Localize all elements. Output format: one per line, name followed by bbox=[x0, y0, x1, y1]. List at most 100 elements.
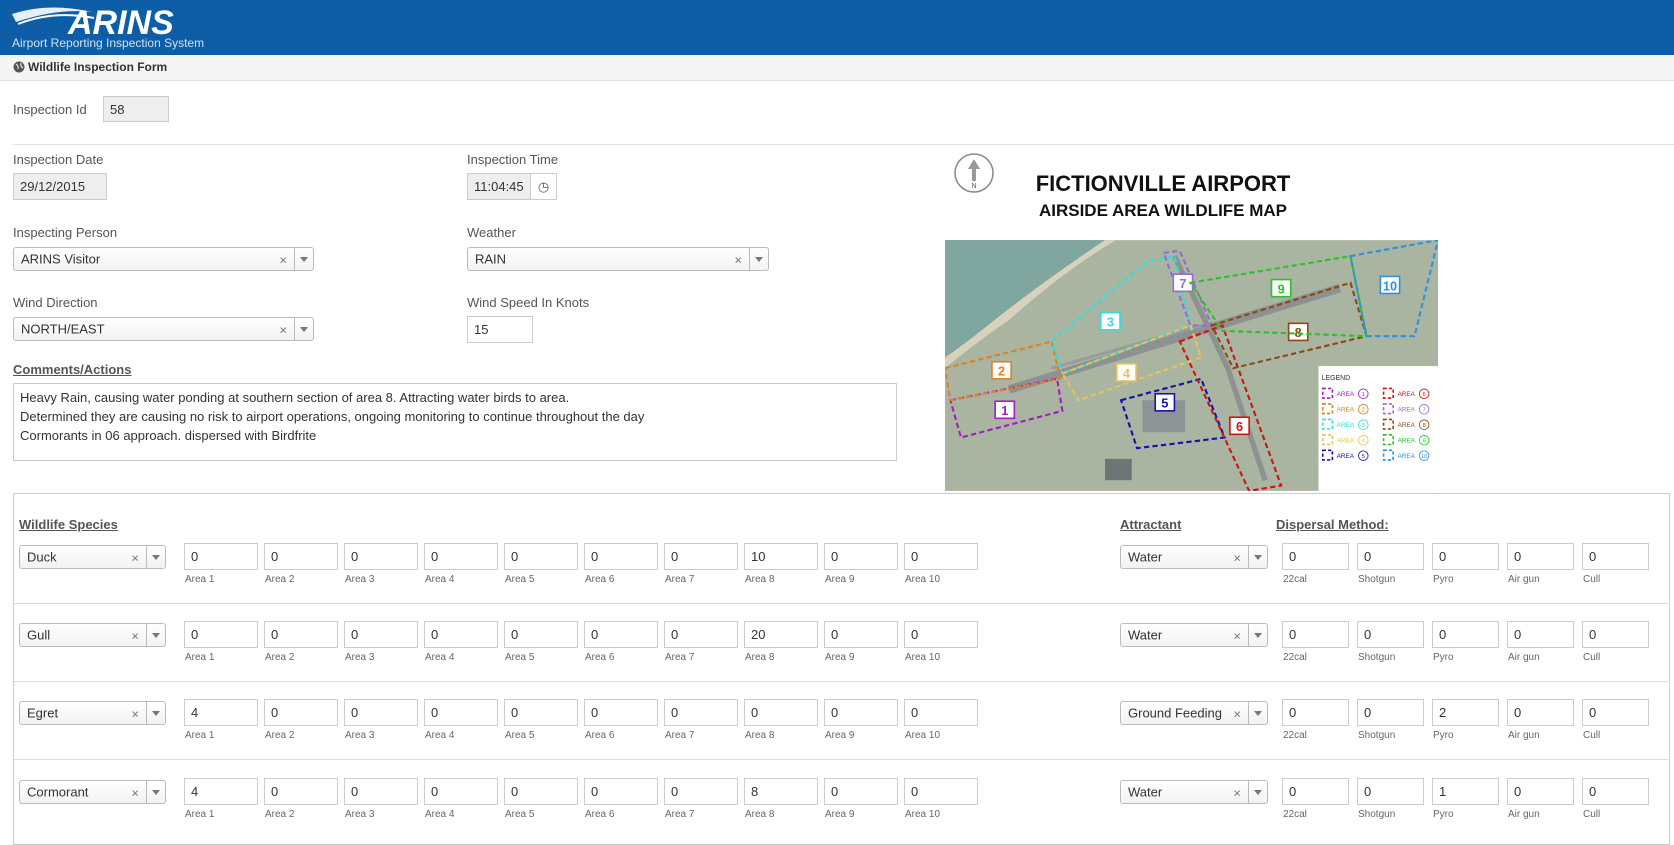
attractant-select[interactable]: Water × bbox=[1120, 545, 1268, 569]
species-select[interactable]: Gull × bbox=[19, 623, 166, 647]
area-count-input[interactable]: 0 bbox=[584, 621, 658, 648]
dropdown-toggle[interactable] bbox=[146, 624, 165, 646]
clear-icon[interactable]: × bbox=[734, 252, 742, 268]
area-count-input[interactable]: 4 bbox=[184, 778, 258, 805]
area-count-input[interactable]: 0 bbox=[904, 621, 978, 648]
dropdown-toggle[interactable] bbox=[146, 546, 165, 568]
area-count-input[interactable]: 4 bbox=[184, 699, 258, 726]
dropdown-toggle[interactable] bbox=[1248, 624, 1267, 646]
area-count-input[interactable]: 0 bbox=[344, 621, 418, 648]
dropdown-toggle[interactable] bbox=[1248, 781, 1267, 803]
species-select[interactable]: Cormorant × bbox=[19, 780, 166, 804]
weather[interactable]: RAIN × bbox=[467, 247, 769, 271]
clear-icon[interactable]: × bbox=[131, 550, 139, 566]
dispersal-input[interactable]: 0 bbox=[1282, 778, 1349, 805]
area-count-input[interactable]: 0 bbox=[184, 621, 258, 648]
dropdown-toggle[interactable] bbox=[294, 318, 313, 340]
dispersal-input[interactable]: 0 bbox=[1582, 543, 1649, 570]
area-count-input[interactable]: 8 bbox=[744, 778, 818, 805]
dropdown-toggle[interactable] bbox=[1248, 702, 1267, 724]
area-count-input[interactable]: 0 bbox=[264, 621, 338, 648]
clear-icon[interactable]: × bbox=[1233, 706, 1241, 722]
clear-icon[interactable]: × bbox=[131, 785, 139, 801]
dropdown-toggle[interactable] bbox=[1248, 546, 1267, 568]
dispersal-input[interactable]: 0 bbox=[1357, 543, 1424, 570]
clear-icon[interactable]: × bbox=[131, 706, 139, 722]
attractant-select[interactable]: Water × bbox=[1120, 623, 1268, 647]
area-count-input[interactable]: 0 bbox=[744, 699, 818, 726]
inspection-date[interactable]: 29/12/2015 bbox=[13, 173, 107, 200]
dispersal-input[interactable]: 0 bbox=[1507, 543, 1574, 570]
area-count-input[interactable]: 0 bbox=[664, 543, 738, 570]
dispersal-input[interactable]: 1 bbox=[1432, 778, 1499, 805]
area-count-input[interactable]: 0 bbox=[504, 543, 578, 570]
dispersal-input[interactable]: 0 bbox=[1282, 699, 1349, 726]
area-count-input[interactable]: 0 bbox=[344, 778, 418, 805]
inspection-time[interactable]: 11:04:45 bbox=[467, 173, 531, 200]
area-count-input[interactable]: 0 bbox=[424, 543, 498, 570]
clear-icon[interactable]: × bbox=[1233, 785, 1241, 801]
dispersal-input[interactable]: 0 bbox=[1507, 621, 1574, 648]
dispersal-input[interactable]: 0 bbox=[1282, 621, 1349, 648]
area-count-input[interactable]: 20 bbox=[744, 621, 818, 648]
area-count-input[interactable]: 0 bbox=[824, 699, 898, 726]
area-label: Area 2 bbox=[265, 730, 295, 741]
dispersal-input[interactable]: 0 bbox=[1582, 699, 1649, 726]
area-count-input[interactable]: 0 bbox=[824, 543, 898, 570]
area-count-input[interactable]: 0 bbox=[664, 778, 738, 805]
area-count-input[interactable]: 0 bbox=[264, 543, 338, 570]
dropdown-toggle[interactable] bbox=[294, 248, 313, 270]
inspecting-person[interactable]: ARINS Visitor × bbox=[13, 247, 314, 271]
area-count-input[interactable]: 0 bbox=[344, 543, 418, 570]
area-count-input[interactable]: 0 bbox=[664, 699, 738, 726]
dispersal-input[interactable]: 0 bbox=[1282, 543, 1349, 570]
dispersal-input[interactable]: 0 bbox=[1357, 778, 1424, 805]
species-select[interactable]: Duck × bbox=[19, 545, 166, 569]
area-count-input[interactable]: 0 bbox=[824, 621, 898, 648]
area-count-input[interactable]: 0 bbox=[504, 699, 578, 726]
area-count-input[interactable]: 0 bbox=[504, 778, 578, 805]
dispersal-input[interactable]: 0 bbox=[1432, 621, 1499, 648]
wind-speed[interactable]: 15 bbox=[467, 316, 533, 343]
species-select[interactable]: Egret × bbox=[19, 701, 166, 725]
area-count-input[interactable]: 0 bbox=[424, 699, 498, 726]
clear-icon[interactable]: × bbox=[131, 628, 139, 644]
area-count-input[interactable]: 0 bbox=[424, 778, 498, 805]
dispersal-input[interactable]: 0 bbox=[1507, 699, 1574, 726]
dropdown-toggle[interactable] bbox=[146, 702, 165, 724]
inspection-id[interactable]: 58 bbox=[103, 96, 169, 122]
area-count-input[interactable]: 0 bbox=[584, 778, 658, 805]
area-count-input[interactable]: 0 bbox=[584, 699, 658, 726]
attractant-select[interactable]: Water × bbox=[1120, 780, 1268, 804]
area-count-input[interactable]: 0 bbox=[664, 621, 738, 648]
dispersal-input[interactable]: 0 bbox=[1582, 778, 1649, 805]
area-count-input[interactable]: 0 bbox=[584, 543, 658, 570]
area-count-input[interactable]: 0 bbox=[424, 621, 498, 648]
dispersal-input[interactable]: 0 bbox=[1507, 778, 1574, 805]
dispersal-input[interactable]: 0 bbox=[1357, 621, 1424, 648]
area-count-input[interactable]: 0 bbox=[824, 778, 898, 805]
area-count-input[interactable]: 0 bbox=[344, 699, 418, 726]
dispersal-input[interactable]: 0 bbox=[1582, 621, 1649, 648]
clear-icon[interactable]: × bbox=[279, 252, 287, 268]
area-count-input[interactable]: 0 bbox=[264, 778, 338, 805]
wind-direction[interactable]: NORTH/EAST × bbox=[13, 317, 314, 341]
time-picker-button[interactable]: ◷ bbox=[530, 173, 557, 200]
area-count-input[interactable]: 0 bbox=[904, 699, 978, 726]
clear-icon[interactable]: × bbox=[279, 322, 287, 338]
area-count-input[interactable]: 0 bbox=[904, 778, 978, 805]
dispersal-input[interactable]: 2 bbox=[1432, 699, 1499, 726]
clear-icon[interactable]: × bbox=[1233, 550, 1241, 566]
attractant-select[interactable]: Ground Feeding × bbox=[1120, 701, 1268, 725]
clear-icon[interactable]: × bbox=[1233, 628, 1241, 644]
dropdown-toggle[interactable] bbox=[749, 248, 768, 270]
area-count-input[interactable]: 0 bbox=[264, 699, 338, 726]
comments-textarea[interactable]: Heavy Rain, causing water ponding at sou… bbox=[13, 383, 897, 461]
area-count-input[interactable]: 0 bbox=[504, 621, 578, 648]
area-count-input[interactable]: 10 bbox=[744, 543, 818, 570]
area-count-input[interactable]: 0 bbox=[904, 543, 978, 570]
dispersal-input[interactable]: 0 bbox=[1357, 699, 1424, 726]
dispersal-input[interactable]: 0 bbox=[1432, 543, 1499, 570]
dropdown-toggle[interactable] bbox=[146, 781, 165, 803]
area-count-input[interactable]: 0 bbox=[184, 543, 258, 570]
